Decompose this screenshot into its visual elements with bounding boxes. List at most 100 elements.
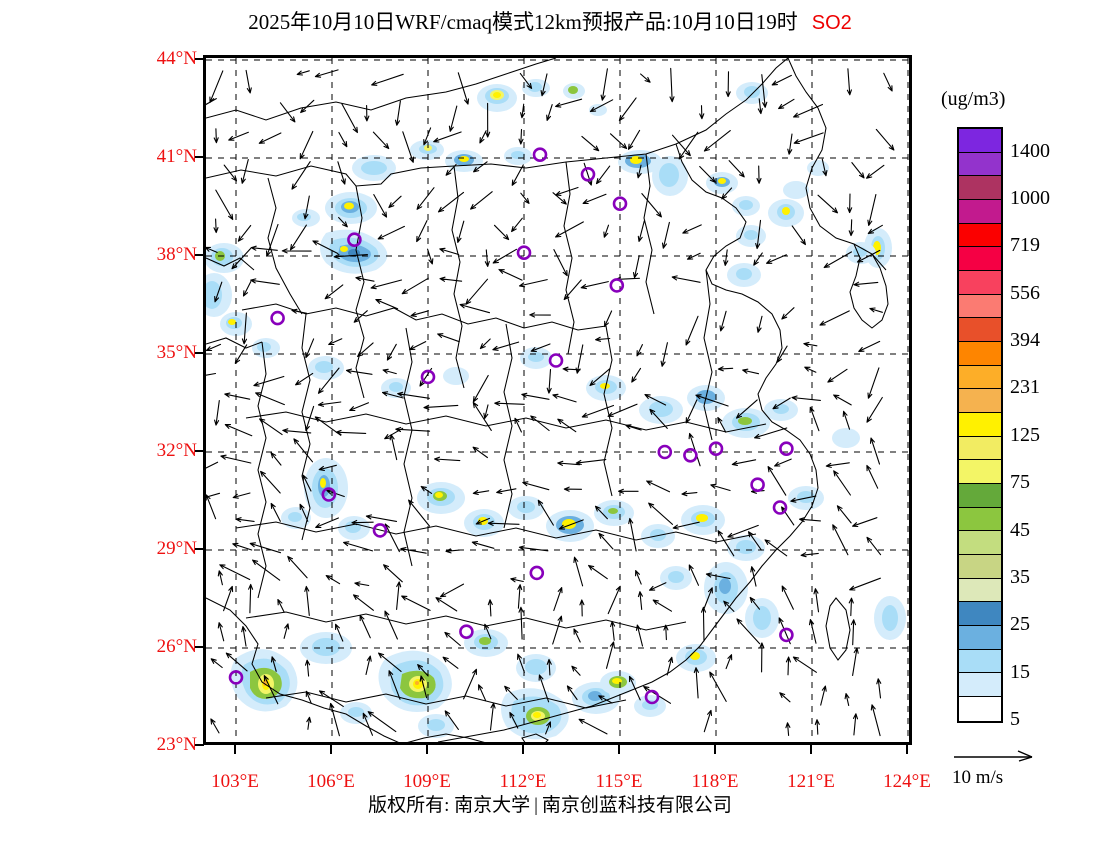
wind-arrow [814, 719, 820, 735]
wind-arrow [813, 588, 820, 613]
colorbar-tick-label: 231 [1010, 376, 1040, 399]
wind-arrow [362, 712, 374, 736]
wind-arrow [588, 564, 608, 580]
wind-arrow [755, 219, 762, 250]
wind-arrow [563, 486, 583, 492]
lat-tick-mark [195, 450, 204, 452]
map-plot-area[interactable] [203, 55, 912, 745]
colorbar-band [959, 436, 1001, 461]
colorbar-tick-label: 556 [1010, 281, 1040, 304]
wind-arrow [338, 216, 348, 228]
wind-arrow [779, 692, 791, 703]
wind-arrow [725, 71, 731, 98]
wind-arrow [225, 652, 248, 672]
wind-arrow [484, 249, 490, 267]
wind-arrow [487, 599, 493, 617]
lon-tick-label: 103°E [211, 771, 259, 792]
wind-arrow [517, 584, 523, 609]
colorbar-band [959, 673, 1001, 698]
wind-arrow [375, 299, 399, 310]
wind-arrow [293, 438, 314, 463]
colorbar-tick-label: 75 [1010, 471, 1030, 494]
wind-arrow [289, 224, 307, 251]
colorbar-tick-label: 45 [1010, 518, 1030, 541]
longitude-axis: 103°E 106°E 109°E 112°E 115°E 118°E 121°E 124°E [0, 745, 1100, 792]
wind-arrow [851, 162, 865, 179]
city-marker-layer [228, 147, 794, 705]
wind-arrow [781, 307, 795, 320]
lon-tick-mark [618, 745, 620, 754]
wind-arrow [471, 541, 495, 549]
wind-arrow [803, 341, 818, 347]
wind-arrow [382, 368, 397, 375]
wind-arrow [600, 68, 608, 101]
lat-tick-mark [195, 58, 204, 60]
wind-arrow [373, 194, 388, 218]
wind-arrow [589, 99, 614, 113]
colorbar-band [959, 152, 1001, 177]
wind-arrow [314, 69, 339, 78]
wind-arrow [463, 668, 477, 700]
city-marker [612, 196, 628, 211]
wind-arrow [472, 446, 488, 459]
boundary-layer [206, 58, 889, 742]
wind-arrow [351, 519, 374, 526]
wind-arrow [388, 195, 402, 209]
wind-arrow [317, 401, 342, 407]
wind-arrow [583, 162, 593, 186]
lon-tick-label: 124°E [883, 771, 931, 792]
colorbar-tick-label: 35 [1010, 565, 1030, 588]
wind-arrow [581, 404, 615, 418]
wind-arrow [263, 675, 279, 705]
colorbar-band [959, 129, 1001, 153]
wind-arrow [518, 545, 549, 552]
wind-arrow [819, 310, 850, 326]
wind-arrow [283, 623, 290, 639]
wind-arrow [627, 129, 641, 150]
wind-arrow [792, 656, 817, 673]
wind-arrow [389, 434, 398, 461]
wind-arrow [220, 454, 252, 464]
wind-arrow [417, 664, 429, 677]
wind-arrow [553, 249, 568, 277]
wind-arrow [359, 614, 371, 639]
city-marker [228, 670, 244, 685]
colorbar-band [959, 626, 1001, 650]
wind-arrow [317, 367, 340, 394]
wind-arrow [844, 693, 850, 707]
wind-arrow [492, 341, 520, 351]
wind-arrow [652, 599, 673, 612]
wind-arrow [459, 303, 491, 314]
wind-arrow [493, 224, 510, 241]
wind-arrow [324, 284, 344, 300]
colorbar[interactable] [957, 127, 1003, 723]
wind-arrow [772, 397, 791, 410]
wind-arrow [518, 128, 524, 145]
wind-arrow [685, 399, 698, 424]
colorbar-tick-label: 5 [1010, 708, 1020, 730]
wind-arrow [242, 281, 252, 297]
wind-arrow [384, 610, 398, 640]
wind-arrow [470, 191, 493, 210]
wind-arrow [241, 312, 248, 345]
wind-arrow [682, 224, 702, 234]
wind-arrow [472, 374, 489, 403]
wind-arrow [632, 255, 640, 279]
wind-arrow [353, 310, 368, 323]
colorbar-band [959, 223, 1001, 248]
wind-arrow [479, 130, 487, 144]
wind-arrow [245, 69, 252, 94]
wind-arrow [381, 391, 404, 399]
wind-arrow [215, 189, 234, 221]
wind-arrow [555, 186, 579, 196]
wind-arrow [365, 514, 398, 522]
wind-arrow [252, 559, 281, 581]
wind-arrow [883, 72, 893, 92]
wind-arrow [557, 460, 581, 466]
wind-arrow [723, 249, 729, 266]
colorbar-band [959, 578, 1001, 603]
wind-arrow [723, 600, 735, 612]
wind-arrow [409, 341, 427, 351]
wind-arrow [250, 278, 280, 285]
wind-arrow [214, 281, 223, 303]
